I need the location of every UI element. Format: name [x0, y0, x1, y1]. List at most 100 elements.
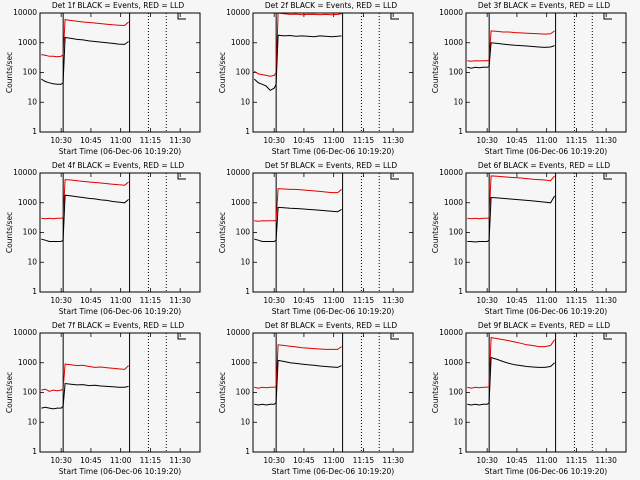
y-tick-label: 10000 — [439, 328, 463, 337]
x-tick-label: 11:00 — [536, 456, 558, 465]
y-axis-label: Counts/sec — [431, 372, 440, 413]
plot-frame — [252, 172, 414, 293]
y-tick-label: 1000 — [231, 358, 250, 367]
series-line — [467, 30, 555, 62]
y-tick-label: 1 — [458, 287, 463, 296]
x-axis-label: Start Time (06-Dec-06 10:19:20) — [272, 467, 394, 476]
chart-title: Det 2f BLACK = Events, RED = LLD — [265, 1, 398, 10]
chart-title: Det 6f BLACK = Events, RED = LLD — [478, 161, 611, 170]
corner-mark — [177, 333, 186, 340]
series-line — [254, 12, 342, 77]
y-tick-label: 1000 — [444, 198, 463, 207]
series-line — [41, 194, 129, 242]
x-tick-label: 11:30 — [382, 456, 404, 465]
plot-frame — [465, 12, 627, 133]
plot-frame — [252, 332, 414, 453]
x-tick-label: 10:30 — [476, 456, 498, 465]
x-axis-label: Start Time (06-Dec-06 10:19:20) — [59, 307, 181, 316]
chart-title: Det 1f BLACK = Events, RED = LLD — [52, 1, 185, 10]
chart-title: Det 9f BLACK = Events, RED = LLD — [478, 321, 611, 330]
corner-mark — [603, 13, 612, 20]
y-tick-label: 10 — [453, 417, 463, 426]
x-tick-label: 11:15 — [566, 136, 588, 145]
corner-mark — [390, 173, 399, 180]
x-tick-label: 10:45 — [80, 456, 102, 465]
series-line — [467, 175, 555, 220]
y-tick-label: 1000 — [18, 358, 37, 367]
x-tick-label: 10:30 — [263, 136, 285, 145]
y-tick-label: 10000 — [226, 328, 250, 337]
y-tick-label: 1000 — [444, 358, 463, 367]
x-axis-label: Start Time (06-Dec-06 10:19:20) — [485, 467, 607, 476]
x-tick-label: 10:30 — [263, 296, 285, 305]
x-tick-label: 11:30 — [169, 296, 191, 305]
y-tick-label: 1 — [245, 287, 250, 296]
plot-frame — [252, 12, 414, 133]
y-tick-label: 10 — [240, 97, 250, 106]
y-axis-label: Counts/sec — [5, 372, 14, 413]
corner-mark — [390, 13, 399, 20]
y-tick-label: 10 — [27, 257, 37, 266]
x-tick-label: 11:30 — [595, 136, 617, 145]
series-line — [41, 19, 129, 58]
x-tick-label: 11:15 — [566, 296, 588, 305]
x-tick-label: 11:30 — [595, 456, 617, 465]
series-line — [467, 42, 555, 69]
corner-mark — [177, 13, 186, 20]
x-axis-label: Start Time (06-Dec-06 10:19:20) — [272, 307, 394, 316]
x-tick-label: 10:45 — [293, 296, 315, 305]
x-tick-label: 11:30 — [169, 136, 191, 145]
series-line — [467, 356, 555, 406]
x-tick-label: 11:00 — [323, 296, 345, 305]
y-tick-label: 1 — [32, 127, 37, 136]
x-tick-label: 10:30 — [476, 136, 498, 145]
chart-title: Det 3f BLACK = Events, RED = LLD — [478, 1, 611, 10]
chart-title: Det 5f BLACK = Events, RED = LLD — [265, 161, 398, 170]
series-line — [467, 337, 556, 389]
y-tick-label: 100 — [236, 388, 251, 397]
plot-frame — [39, 12, 201, 133]
y-tick-label: 100 — [23, 228, 38, 237]
y-tick-label: 1000 — [18, 38, 37, 47]
series-line — [41, 36, 129, 85]
x-tick-label: 10:45 — [293, 456, 315, 465]
x-tick-label: 11:15 — [353, 296, 375, 305]
y-axis-label: Counts/sec — [431, 52, 440, 93]
x-tick-label: 11:30 — [382, 296, 404, 305]
x-tick-label: 10:45 — [80, 296, 102, 305]
y-tick-label: 1000 — [231, 38, 250, 47]
y-tick-label: 10000 — [226, 168, 250, 177]
y-tick-label: 1 — [32, 287, 37, 296]
y-tick-label: 1000 — [18, 198, 37, 207]
x-axis-label: Start Time (06-Dec-06 10:19:20) — [272, 147, 394, 156]
y-axis-label: Counts/sec — [431, 212, 440, 253]
y-axis-label: Counts/sec — [5, 212, 14, 253]
x-tick-label: 11:00 — [110, 456, 132, 465]
x-tick-label: 10:45 — [506, 296, 528, 305]
x-tick-label: 10:30 — [476, 296, 498, 305]
x-tick-label: 10:30 — [50, 296, 72, 305]
chart-title: Det 8f BLACK = Events, RED = LLD — [265, 321, 398, 330]
x-tick-label: 10:30 — [263, 456, 285, 465]
series-line — [41, 179, 129, 220]
x-tick-label: 11:15 — [140, 456, 162, 465]
x-tick-label: 11:00 — [536, 296, 558, 305]
y-tick-label: 10 — [27, 417, 37, 426]
y-tick-label: 10 — [240, 257, 250, 266]
series-line — [41, 363, 129, 392]
x-tick-label: 11:30 — [169, 456, 191, 465]
series-line — [467, 195, 556, 243]
x-tick-label: 11:00 — [323, 456, 345, 465]
plot-frame — [465, 332, 627, 453]
chart-title: Det 7f BLACK = Events, RED = LLD — [52, 321, 185, 330]
x-tick-label: 11:15 — [353, 136, 375, 145]
x-tick-label: 11:30 — [382, 136, 404, 145]
corner-mark — [177, 173, 186, 180]
y-tick-label: 1 — [245, 447, 250, 456]
series-line — [253, 34, 342, 92]
y-axis-label: Counts/sec — [5, 52, 14, 93]
y-axis-label: Counts/sec — [218, 52, 227, 93]
plot-frame — [39, 172, 201, 293]
